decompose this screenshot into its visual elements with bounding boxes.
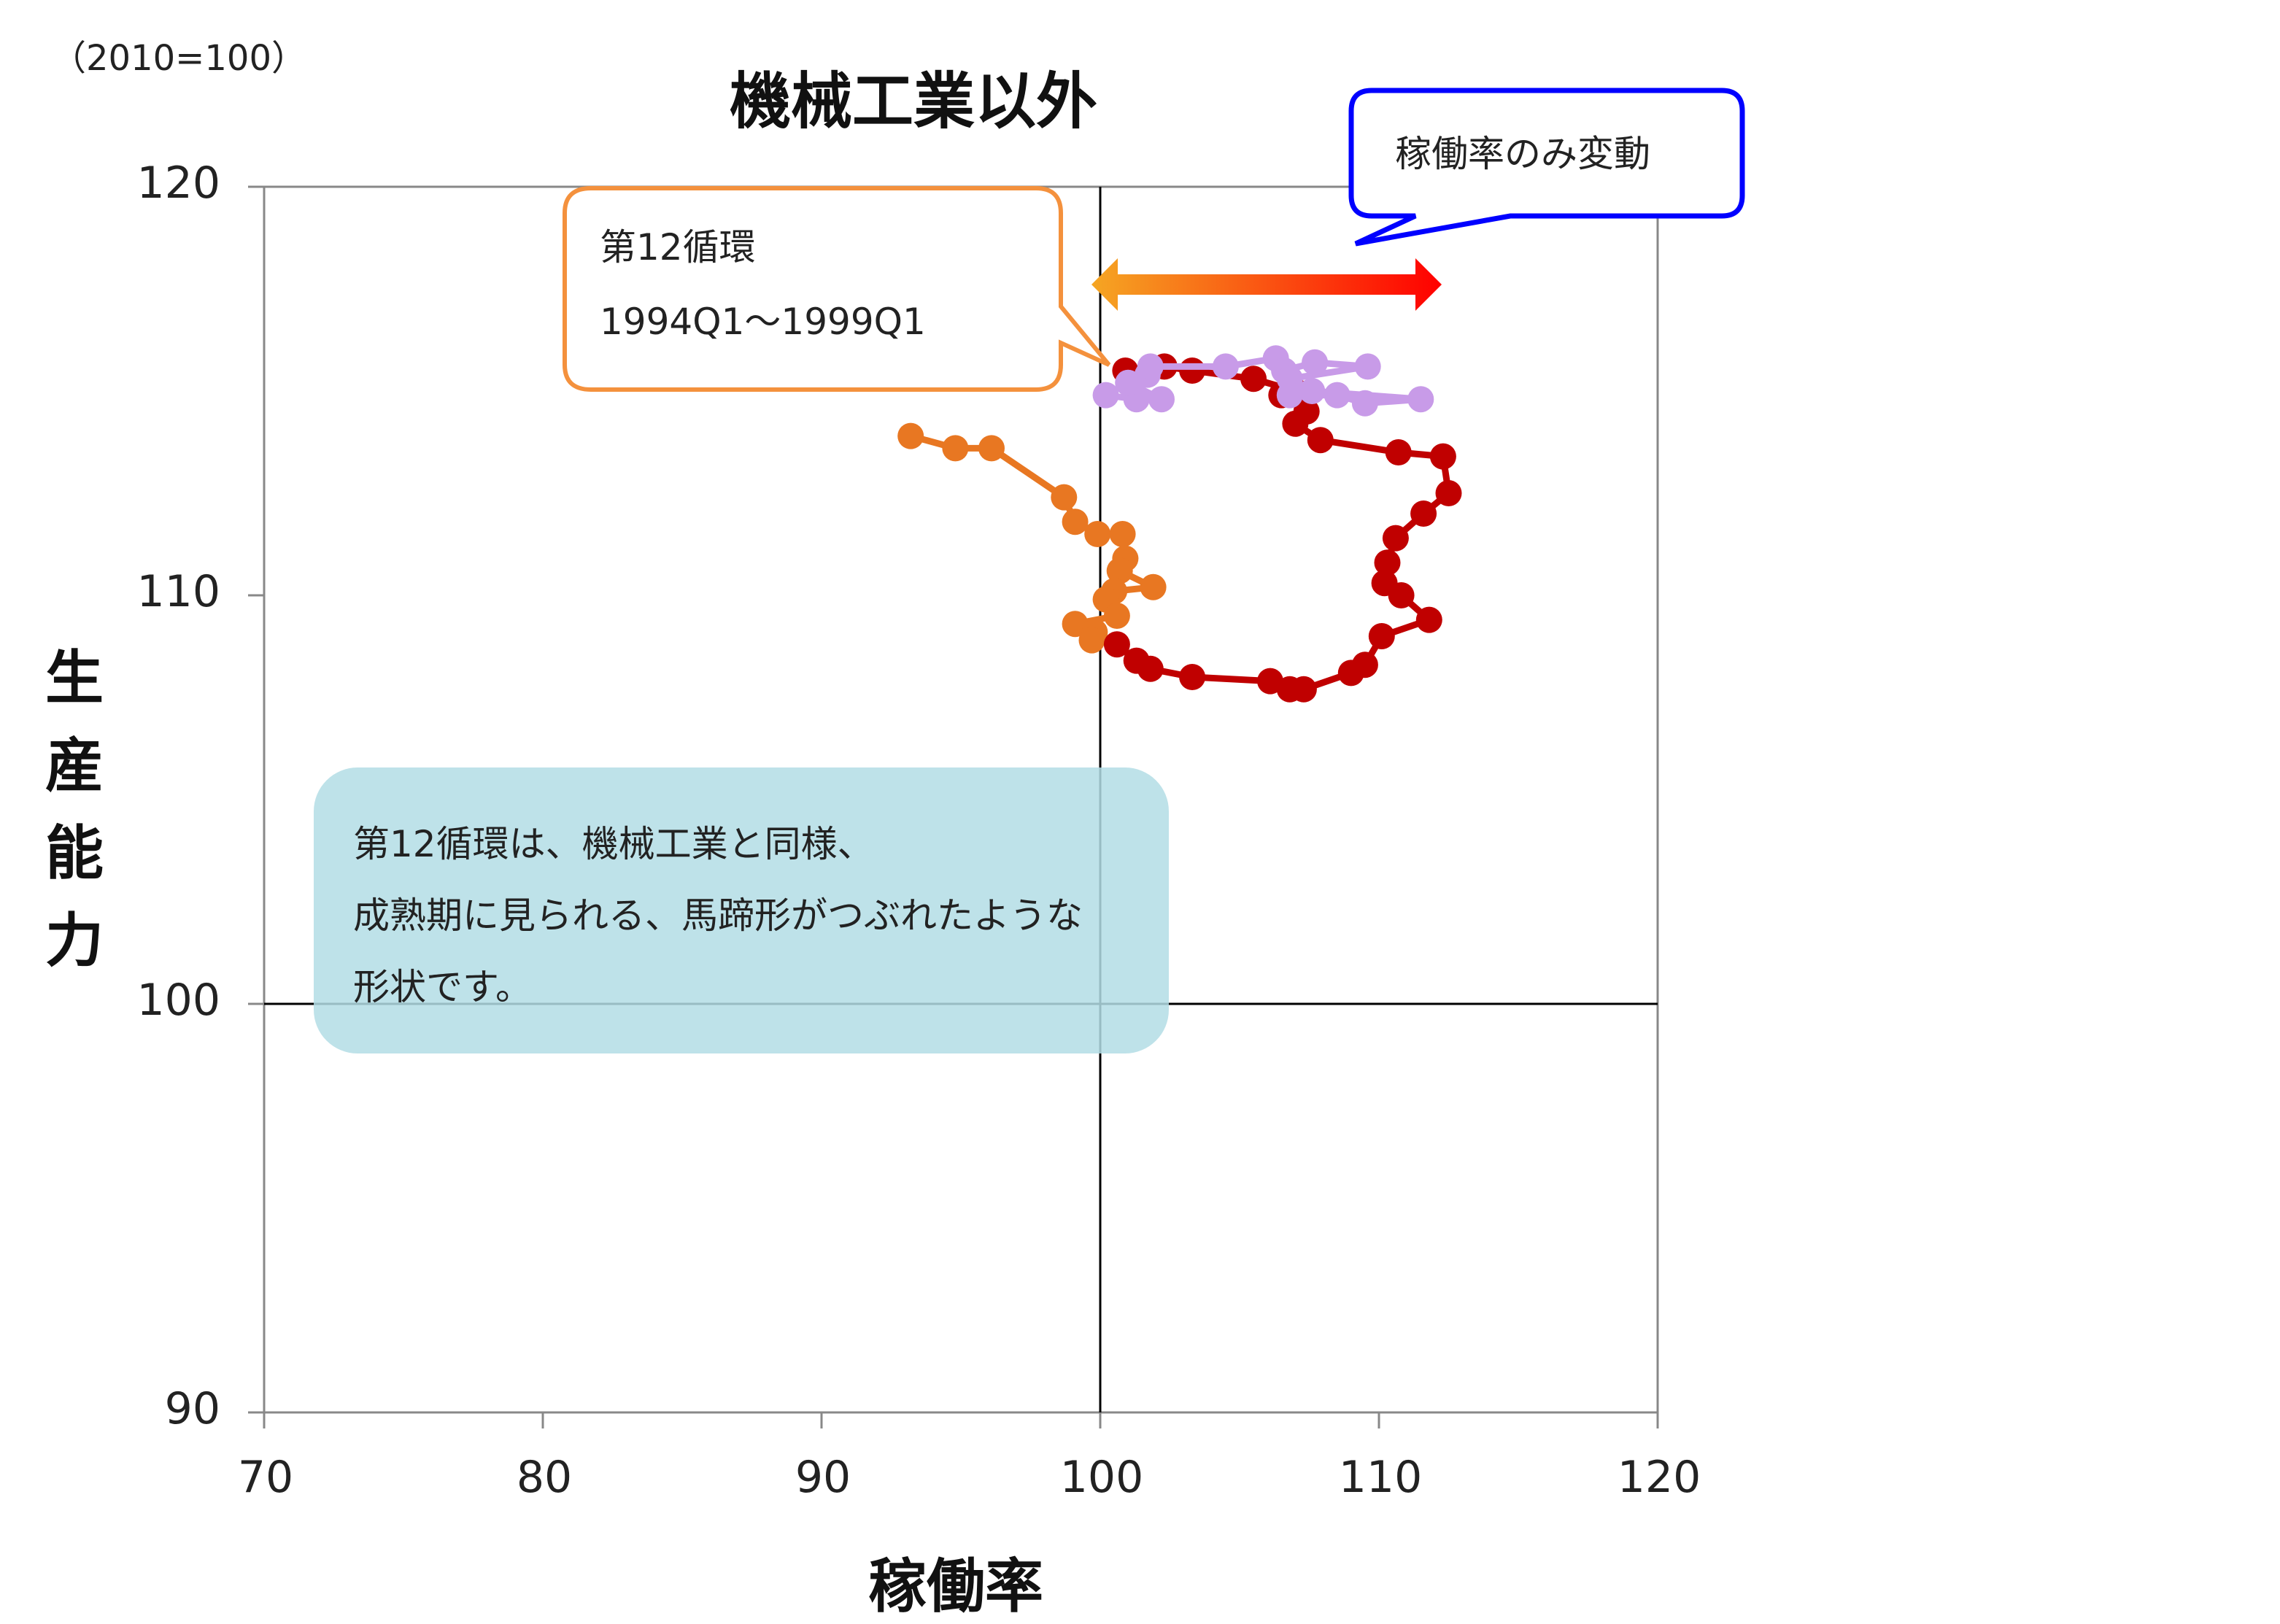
- data-point: [1078, 627, 1105, 654]
- data-point: [897, 422, 924, 449]
- data-point: [1084, 521, 1111, 547]
- cycle-callout-title: 第12循環: [600, 226, 756, 268]
- y-tick-label: 120: [136, 158, 220, 209]
- x-tick-label: 120: [1617, 1452, 1701, 1503]
- data-point: [1179, 357, 1206, 384]
- data-point: [1148, 386, 1175, 413]
- callout-layer: [314, 88, 1745, 1053]
- data-point: [1307, 427, 1334, 454]
- cycle-callout-box: [563, 186, 1111, 392]
- data-point: [1092, 382, 1119, 409]
- x-axis-label: 稼働率: [868, 1553, 1043, 1620]
- cycle-callout-period: 1994Q1～1999Q1: [600, 301, 926, 343]
- x-tick-label: 80: [516, 1452, 573, 1503]
- movement-callout-text: 稼働率のみ変動: [1395, 133, 1650, 175]
- data-point: [1103, 631, 1130, 658]
- data-point: [1276, 382, 1303, 409]
- data-point: [1374, 549, 1401, 576]
- double-arrow-icon: [1091, 258, 1442, 311]
- data-point: [1351, 651, 1378, 678]
- y-tick-label: 90: [164, 1383, 220, 1434]
- data-point: [1299, 378, 1326, 404]
- data-point: [1062, 509, 1089, 535]
- data-point: [1323, 382, 1350, 409]
- x-tick-label: 90: [795, 1452, 851, 1503]
- note-line: 形状です。: [353, 966, 532, 1008]
- note-text: 第12循環は、機械工業と同様、 成熟期に見られる、馬蹄形がつぶれたような 形状で…: [353, 808, 1083, 1023]
- data-point: [1354, 353, 1381, 380]
- note-box: [314, 767, 1169, 1053]
- data-point: [1240, 366, 1267, 393]
- data-point: [1429, 443, 1456, 470]
- data-point: [1140, 573, 1167, 600]
- x-tick-label: 110: [1338, 1452, 1423, 1503]
- data-point: [1293, 398, 1320, 425]
- data-point: [1103, 603, 1130, 629]
- data-point: [1415, 606, 1442, 633]
- base-year-note: （2010=100）: [51, 38, 306, 79]
- data-point: [1106, 557, 1133, 584]
- data-point: [1137, 655, 1164, 682]
- note-line: 成熟期に見られる、馬蹄形がつぶれたような: [353, 894, 1083, 937]
- movement-arrow: [1091, 258, 1442, 311]
- data-point: [1137, 353, 1164, 380]
- x-tick-label: 100: [1059, 1452, 1144, 1503]
- series-layer: [897, 345, 1462, 703]
- data-point: [1051, 484, 1078, 511]
- chart-title: 機械工業以外: [730, 66, 1098, 137]
- data-point: [1371, 570, 1398, 597]
- data-point: [1302, 349, 1329, 376]
- y-tick-label: 110: [136, 566, 220, 617]
- data-point: [1179, 664, 1206, 690]
- data-point: [1407, 386, 1434, 413]
- data-point: [1435, 480, 1462, 506]
- movement-callout-box: [1348, 88, 1745, 247]
- data-point: [1290, 676, 1317, 703]
- data-point: [1109, 521, 1136, 547]
- data-point: [1382, 525, 1409, 552]
- x-tick-label: 70: [237, 1452, 294, 1503]
- y-axis-label: 生産能力: [45, 644, 104, 975]
- data-point: [1351, 390, 1378, 417]
- data-point: [942, 435, 969, 462]
- data-point: [978, 435, 1005, 462]
- data-point: [1410, 500, 1437, 527]
- data-point: [1368, 623, 1395, 649]
- y-tick-label: 100: [136, 975, 220, 1026]
- note-line: 第12循環は、機械工業と同様、: [353, 823, 874, 865]
- data-point: [1385, 439, 1412, 465]
- data-point: [1212, 353, 1239, 380]
